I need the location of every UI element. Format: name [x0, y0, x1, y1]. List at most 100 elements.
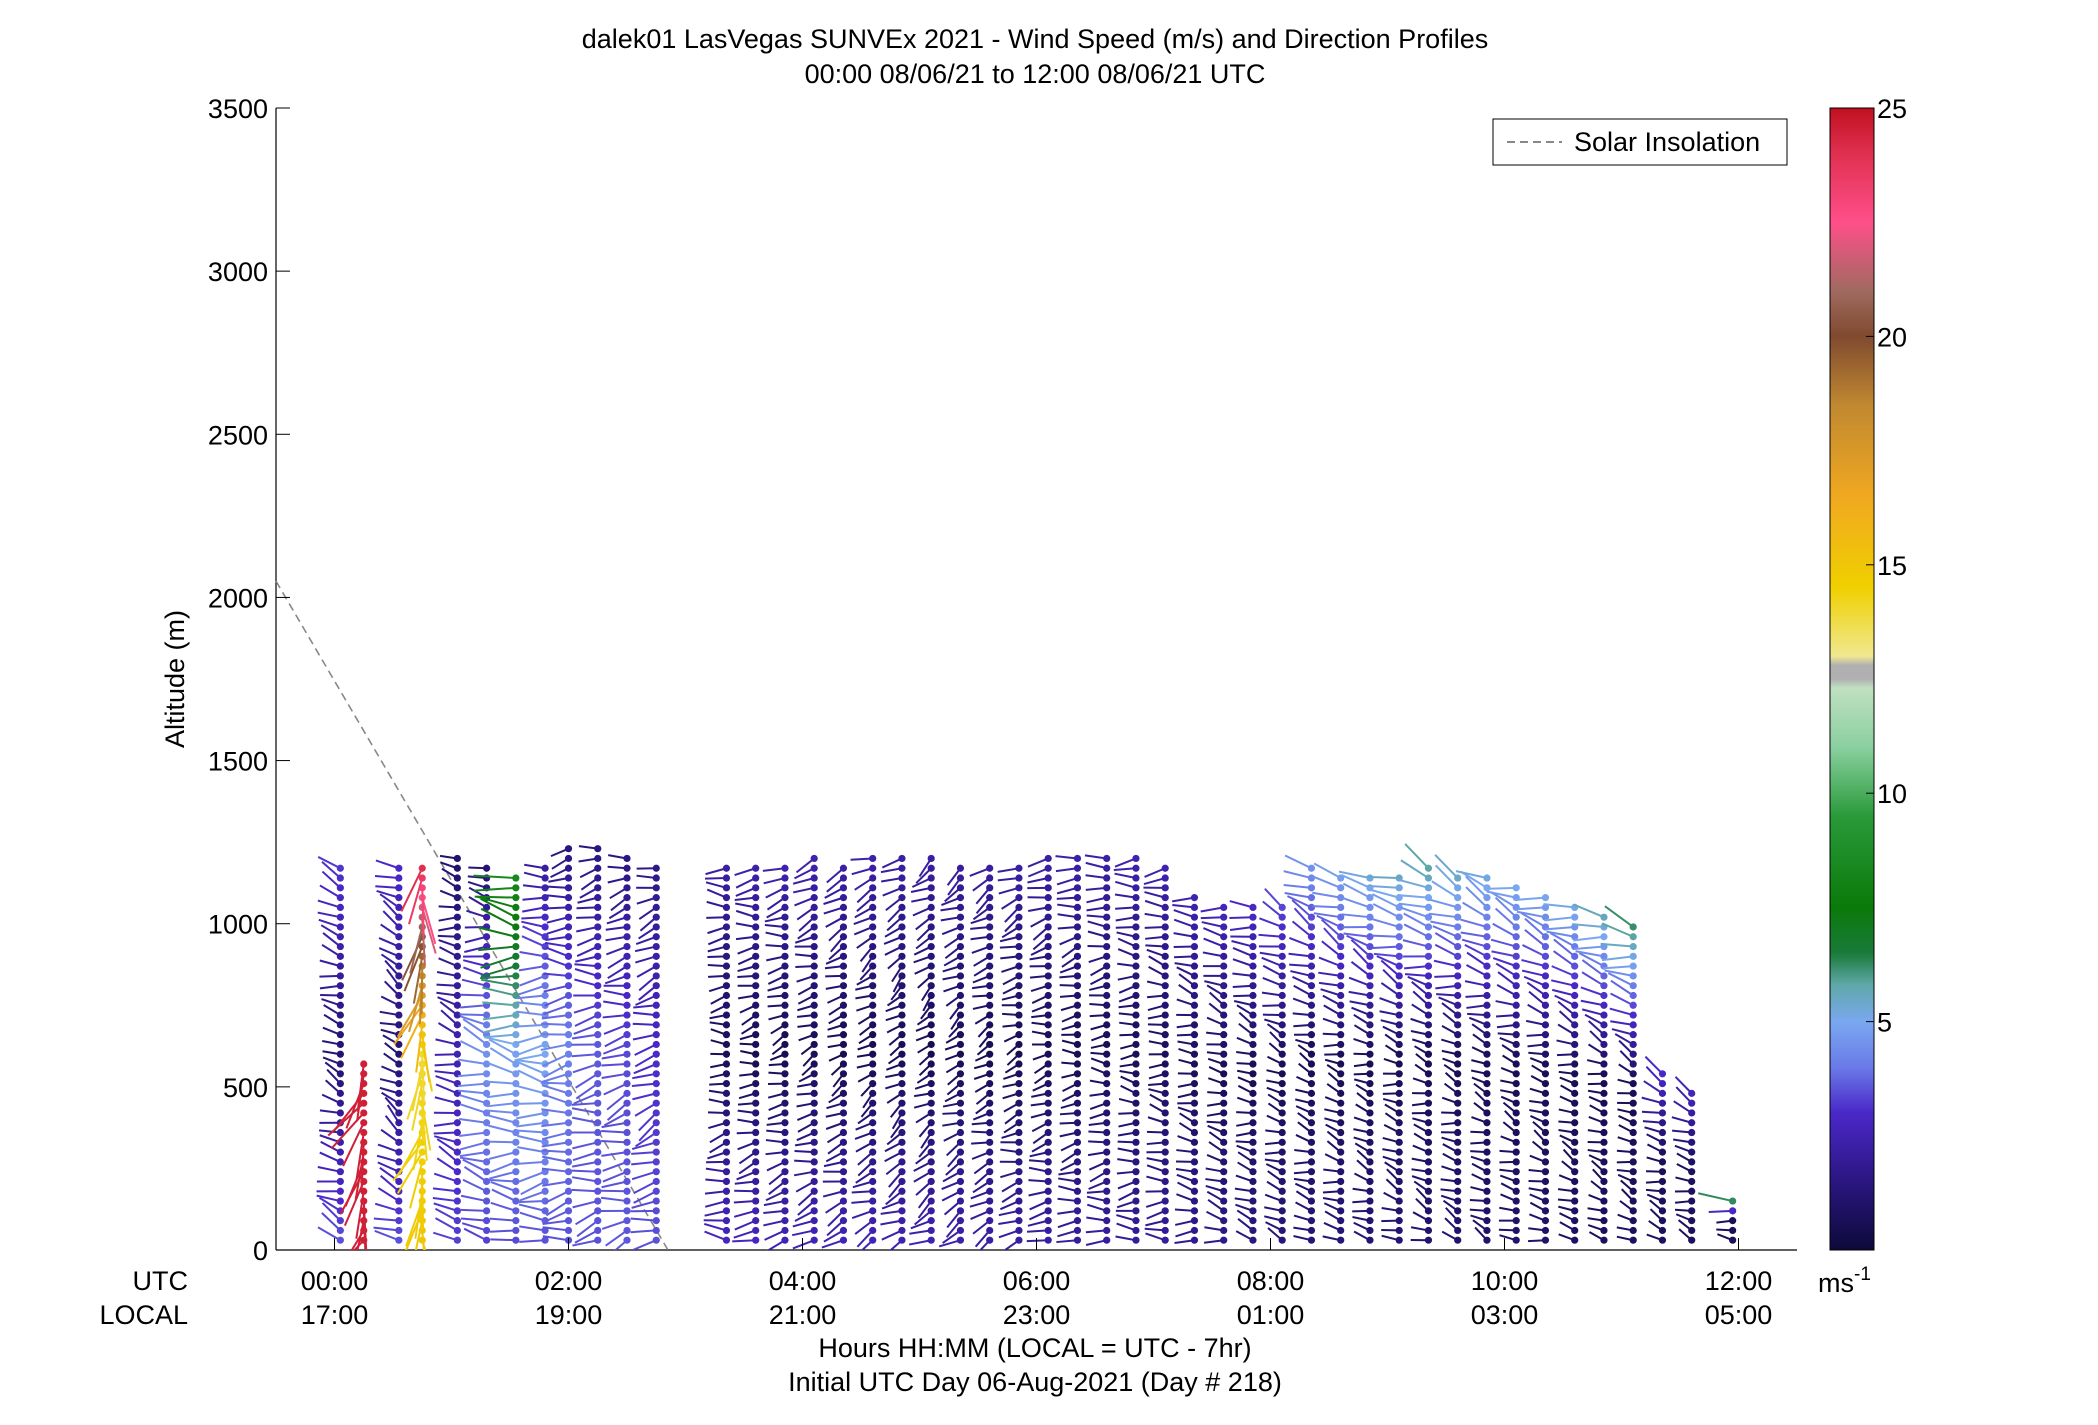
wind-barb-point — [1161, 1021, 1169, 1029]
wind-barb-point — [1307, 982, 1316, 990]
wind-barb-point — [1629, 1226, 1637, 1235]
wind-barb-line — [415, 1024, 424, 1073]
wind-barb-point — [1073, 1187, 1082, 1195]
wind-barb-point — [1044, 933, 1052, 941]
wind-barb-point — [1366, 1031, 1374, 1039]
wind-barb-line — [379, 1166, 400, 1183]
wind-barb-point — [722, 1050, 731, 1058]
wind-barb-point — [1541, 982, 1550, 990]
wind-barb-point — [1073, 1128, 1082, 1137]
wind-barb-point — [752, 952, 760, 960]
wind-barb-point — [512, 1236, 520, 1244]
wind-barb-line — [1604, 969, 1634, 977]
wind-barb-point — [1658, 1138, 1667, 1146]
wind-barb-point — [594, 845, 602, 853]
wind-barb-point — [623, 854, 631, 863]
wind-barb-point — [839, 894, 848, 902]
wind-barb-line — [440, 1009, 459, 1026]
wind-barb-point — [1249, 1050, 1257, 1058]
wind-barb-point — [564, 1099, 573, 1107]
wind-barb-point — [594, 884, 602, 892]
wind-barb-line — [1516, 910, 1546, 919]
wind-barb-point — [1600, 991, 1608, 1000]
wind-barb-line — [603, 989, 628, 997]
wind-barb-point — [1044, 894, 1052, 902]
wind-barb-point — [594, 1109, 602, 1117]
wind-barb-point — [395, 1001, 403, 1009]
wind-profile — [997, 864, 1023, 1250]
wind-barb-point — [869, 952, 877, 960]
wind-barb-point — [1073, 1089, 1082, 1097]
wind-barb-line — [433, 1131, 458, 1135]
wind-barb-line — [1522, 944, 1546, 958]
wind-barb-point — [722, 864, 731, 872]
wind-barb-line — [1200, 906, 1224, 913]
wind-barb-point — [1658, 1119, 1667, 1127]
wind-barb-line — [1602, 965, 1634, 970]
wind-barb-point — [781, 1119, 789, 1127]
wind-barb-line — [633, 1063, 657, 1075]
wind-barb-point — [1307, 1060, 1316, 1068]
wind-barb-point — [483, 991, 491, 1000]
wind-barb-point — [781, 1177, 789, 1186]
wind-profile — [1338, 870, 1374, 1244]
wind-barb-point — [1395, 1177, 1403, 1186]
wind-barb-point — [1073, 1109, 1082, 1117]
wind-barb-point — [453, 972, 461, 980]
wind-barb-line — [631, 1141, 657, 1150]
wind-barb-line — [516, 1001, 546, 1007]
wind-barb-point — [336, 972, 344, 980]
y-tick-label: 3000 — [208, 257, 268, 287]
wind-barb-point — [1600, 1079, 1608, 1088]
wind-barb-point — [453, 1099, 461, 1107]
wind-barb-point — [1073, 962, 1082, 970]
wind-barb-line — [484, 1033, 516, 1039]
wind-barb-point — [1132, 962, 1140, 970]
wind-barb-point — [1454, 1021, 1462, 1029]
wind-barb-point — [1512, 1040, 1520, 1049]
wind-barb-line — [396, 1151, 424, 1194]
wind-barb-point — [1044, 972, 1052, 980]
wind-barb-point — [453, 913, 461, 921]
wind-barb-point — [1424, 1197, 1433, 1205]
wind-barb-point — [956, 1001, 965, 1009]
wind-barb-point — [1337, 1089, 1345, 1097]
wind-barb-point — [1366, 1011, 1374, 1019]
wind-barb-point — [1044, 1040, 1052, 1049]
wind-barb-point — [810, 933, 818, 941]
wind-barb-point — [1278, 1050, 1286, 1058]
wind-barb-point — [1483, 1217, 1491, 1225]
wind-barb-line — [408, 985, 424, 1033]
wind-barb-point — [1249, 1060, 1257, 1068]
wind-barb-point — [839, 962, 848, 970]
wind-barb-point — [1132, 1099, 1140, 1107]
wind-barb-point — [1015, 1119, 1023, 1127]
wind-barb-point — [869, 874, 877, 882]
wind-barb-point — [752, 982, 760, 990]
wind-barb-line — [601, 1072, 628, 1079]
wind-barb-line — [542, 1093, 569, 1105]
wind-barb-point — [956, 1236, 965, 1244]
wind-barb-point — [1512, 991, 1520, 1000]
wind-barb-point — [1395, 1109, 1403, 1117]
wind-barb-point — [927, 913, 935, 921]
wind-barb-line — [433, 1121, 458, 1127]
wind-barb-line — [541, 1072, 569, 1083]
wind-barb-point — [1600, 1021, 1608, 1029]
wind-barb-point — [1571, 1011, 1579, 1019]
wind-barb-line — [462, 959, 487, 968]
wind-barb-point — [1454, 1197, 1462, 1205]
wind-barb-point — [1132, 991, 1140, 1000]
wind-barb-point — [564, 1050, 573, 1058]
wind-barb-line — [1114, 872, 1137, 880]
wind-profile — [1697, 1192, 1737, 1244]
wind-barb-point — [956, 894, 965, 902]
wind-barb-point — [810, 1158, 818, 1166]
wind-barb-point — [1629, 1197, 1637, 1205]
wind-barb-point — [1629, 1109, 1637, 1117]
wind-barb-point — [1600, 1236, 1608, 1244]
wind-barb-point — [1073, 913, 1082, 921]
wind-barb-point — [541, 933, 549, 941]
wind-barb-line — [1460, 931, 1488, 938]
wind-barb-point — [1073, 923, 1082, 931]
